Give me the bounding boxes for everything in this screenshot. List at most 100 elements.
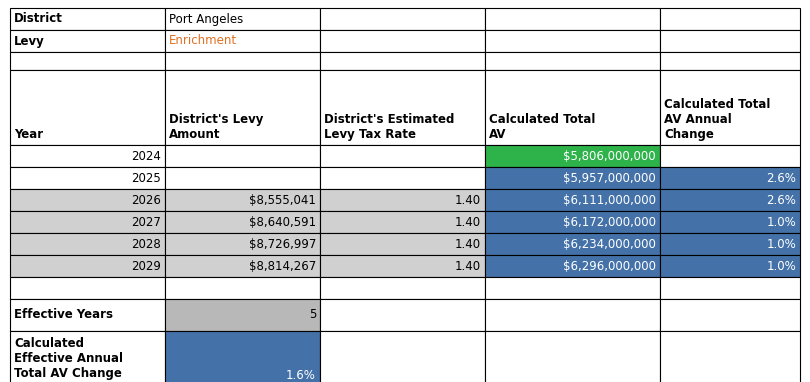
Text: 2024: 2024: [131, 149, 161, 162]
Bar: [660, 299, 800, 331]
Bar: [660, 189, 800, 211]
Text: $8,640,591: $8,640,591: [249, 215, 316, 228]
Text: Calculated Total
AV: Calculated Total AV: [489, 113, 595, 141]
Text: $5,957,000,000: $5,957,000,000: [563, 172, 656, 185]
Bar: [10, 277, 165, 299]
Bar: [165, 145, 320, 167]
Text: 1.40: 1.40: [455, 238, 481, 251]
Bar: [165, 211, 320, 233]
Bar: [10, 70, 165, 145]
Bar: [320, 299, 485, 331]
Bar: [320, 8, 485, 30]
Bar: [660, 331, 800, 382]
Text: 2028: 2028: [131, 238, 161, 251]
Bar: [10, 189, 165, 211]
Bar: [165, 167, 320, 189]
Bar: [485, 331, 660, 382]
Bar: [165, 331, 320, 382]
Text: $6,296,000,000: $6,296,000,000: [563, 259, 656, 272]
Bar: [10, 30, 165, 52]
Bar: [320, 331, 485, 382]
Bar: [660, 30, 800, 52]
Text: $8,555,041: $8,555,041: [249, 194, 316, 207]
Bar: [320, 30, 485, 52]
Text: 2025: 2025: [131, 172, 161, 185]
Text: 2027: 2027: [131, 215, 161, 228]
Bar: [10, 331, 165, 382]
Bar: [660, 70, 800, 145]
Bar: [10, 299, 165, 331]
Text: Year: Year: [14, 128, 43, 141]
Text: 1.0%: 1.0%: [766, 259, 796, 272]
Bar: [165, 299, 320, 331]
Bar: [660, 52, 800, 70]
Bar: [485, 8, 660, 30]
Bar: [165, 70, 320, 145]
Bar: [485, 211, 660, 233]
Text: 2.6%: 2.6%: [766, 172, 796, 185]
Bar: [660, 8, 800, 30]
Bar: [165, 52, 320, 70]
Bar: [320, 145, 485, 167]
Text: 1.40: 1.40: [455, 259, 481, 272]
Text: 2029: 2029: [131, 259, 161, 272]
Bar: [10, 8, 165, 30]
Bar: [660, 233, 800, 255]
Text: 1.6%: 1.6%: [286, 369, 316, 382]
Bar: [485, 30, 660, 52]
Bar: [10, 211, 165, 233]
Bar: [660, 167, 800, 189]
Text: Calculated Total
AV Annual
Change: Calculated Total AV Annual Change: [664, 98, 770, 141]
Bar: [485, 52, 660, 70]
Text: $5,806,000,000: $5,806,000,000: [564, 149, 656, 162]
Bar: [10, 145, 165, 167]
Text: Effective Years: Effective Years: [14, 309, 113, 322]
Bar: [485, 255, 660, 277]
Text: 1.0%: 1.0%: [766, 215, 796, 228]
Text: District: District: [14, 13, 63, 26]
Bar: [485, 277, 660, 299]
Text: $8,726,997: $8,726,997: [249, 238, 316, 251]
Bar: [320, 189, 485, 211]
Bar: [485, 167, 660, 189]
Bar: [165, 30, 320, 52]
Text: $6,172,000,000: $6,172,000,000: [563, 215, 656, 228]
Bar: [320, 211, 485, 233]
Text: 5: 5: [309, 309, 316, 322]
Bar: [165, 255, 320, 277]
Bar: [320, 233, 485, 255]
Bar: [165, 277, 320, 299]
Bar: [320, 255, 485, 277]
Bar: [320, 167, 485, 189]
Text: 1.0%: 1.0%: [766, 238, 796, 251]
Bar: [10, 52, 165, 70]
Text: $6,111,000,000: $6,111,000,000: [563, 194, 656, 207]
Text: Levy: Levy: [14, 34, 45, 47]
Text: 2026: 2026: [131, 194, 161, 207]
Bar: [485, 145, 660, 167]
Bar: [660, 211, 800, 233]
Text: $6,234,000,000: $6,234,000,000: [563, 238, 656, 251]
Bar: [10, 255, 165, 277]
Bar: [485, 189, 660, 211]
Bar: [660, 277, 800, 299]
Bar: [10, 233, 165, 255]
Bar: [165, 189, 320, 211]
Bar: [320, 277, 485, 299]
Bar: [660, 145, 800, 167]
Text: 2.6%: 2.6%: [766, 194, 796, 207]
Bar: [660, 255, 800, 277]
Bar: [485, 233, 660, 255]
Text: 1.40: 1.40: [455, 194, 481, 207]
Bar: [485, 299, 660, 331]
Text: Port Angeles: Port Angeles: [169, 13, 243, 26]
Bar: [320, 52, 485, 70]
Text: District's Levy
Amount: District's Levy Amount: [169, 113, 263, 141]
Text: 1.40: 1.40: [455, 215, 481, 228]
Bar: [10, 167, 165, 189]
Bar: [320, 70, 485, 145]
Text: Enrichment: Enrichment: [169, 34, 237, 47]
Text: $8,814,267: $8,814,267: [249, 259, 316, 272]
Bar: [165, 233, 320, 255]
Bar: [485, 70, 660, 145]
